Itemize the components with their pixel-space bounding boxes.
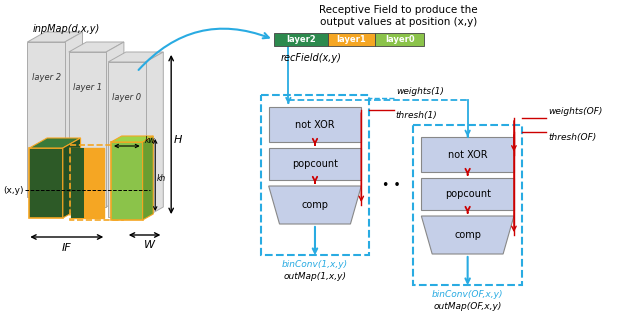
Polygon shape [108,62,145,217]
Text: thresh(OF): thresh(OF) [548,133,596,142]
Bar [413,125,522,285]
Text: • •: • • [382,179,401,191]
Bar [269,148,361,180]
Text: not XOR: not XOR [295,119,335,130]
Text: (x,y): (x,y) [3,186,24,195]
Text: IF: IF [62,243,72,253]
Text: layer 1: layer 1 [73,83,102,92]
Polygon shape [28,32,83,42]
Text: H: H [174,134,182,145]
Text: outMap(OF,x,y): outMap(OF,x,y) [433,302,502,311]
Text: recField(x,y): recField(x,y) [280,53,341,63]
Text: layer 0: layer 0 [112,93,141,102]
Polygon shape [108,52,163,62]
Text: binConv(OF,x,y): binConv(OF,x,y) [432,290,504,299]
Text: popcount: popcount [445,189,491,199]
Polygon shape [70,148,83,218]
Text: output values at position (x,y): output values at position (x,y) [320,17,477,27]
Text: layer0: layer0 [385,35,415,44]
Polygon shape [106,42,124,207]
Text: popcount: popcount [292,159,338,169]
Text: binConv(1,x,y): binConv(1,x,y) [282,260,348,269]
Polygon shape [28,42,65,197]
Polygon shape [65,32,83,197]
Text: not XOR: not XOR [448,149,488,159]
Bar [274,33,328,46]
Polygon shape [111,142,143,220]
Polygon shape [29,148,63,218]
Polygon shape [63,138,81,218]
Polygon shape [68,42,124,52]
Polygon shape [269,186,361,224]
Text: outMap(1,x,y): outMap(1,x,y) [284,272,346,281]
Bar [328,33,375,46]
Bar [70,145,123,220]
Polygon shape [29,138,81,148]
Polygon shape [421,216,514,254]
Polygon shape [145,52,163,217]
Text: layer1: layer1 [337,35,366,44]
Polygon shape [143,136,153,220]
Text: kh: kh [157,173,166,182]
Polygon shape [68,52,106,207]
Bar [421,178,514,210]
Text: Receptive Field to produce the: Receptive Field to produce the [319,5,478,15]
Bar [421,137,514,172]
Text: kw: kw [145,136,156,145]
Text: weights(1): weights(1) [396,87,444,96]
Polygon shape [111,136,153,142]
Bar [261,95,369,255]
Text: layer 2: layer 2 [31,73,61,82]
Text: inpMap(d,x,y): inpMap(d,x,y) [32,24,100,34]
Polygon shape [70,148,104,218]
Text: comp: comp [454,230,481,240]
Bar [269,107,361,142]
Text: W: W [144,240,155,250]
Bar [375,33,424,46]
Text: comp: comp [301,200,328,210]
Text: thresh(1): thresh(1) [396,111,438,120]
Text: weights(OF): weights(OF) [548,107,603,116]
Text: layer2: layer2 [286,35,316,44]
